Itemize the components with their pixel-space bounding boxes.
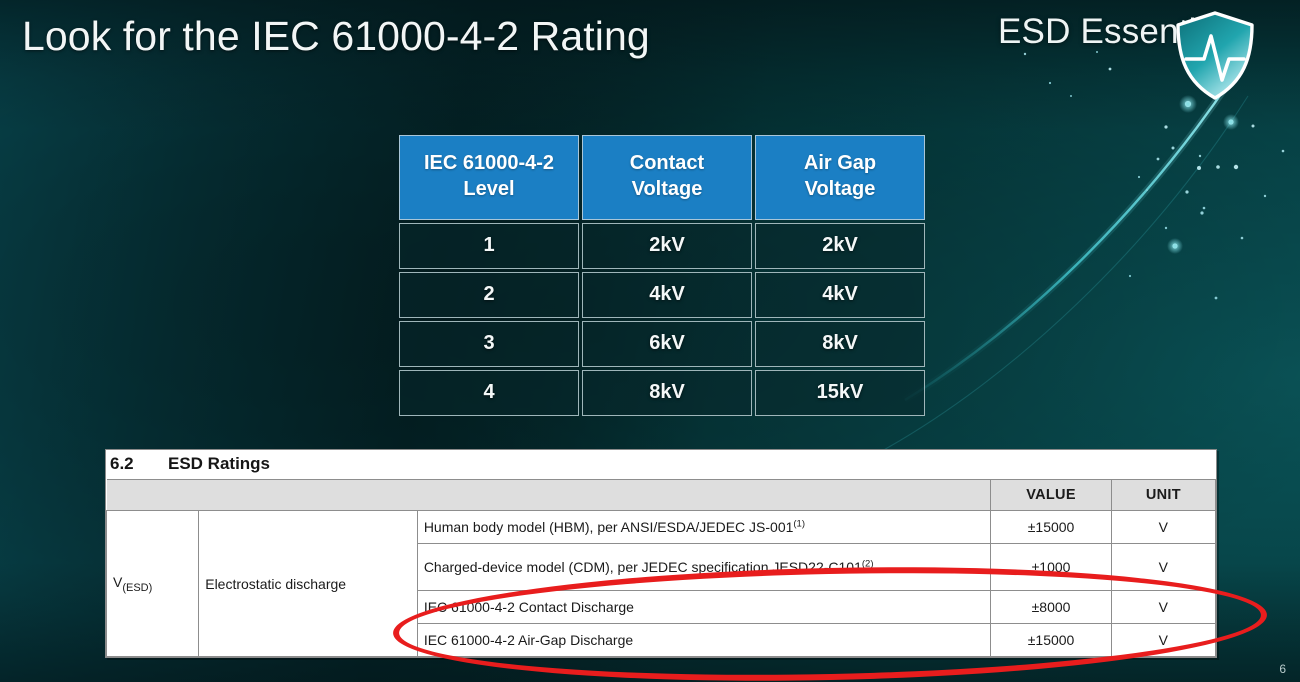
table-row: V(ESD) Electrostatic discharge Human bod… (105, 510, 1217, 657)
footnote-marker: (2) (861, 558, 874, 570)
cell-airgap: 8kV (755, 320, 925, 367)
cell-unit: V (1110, 543, 1217, 591)
condition-text: Human body model (HBM), per ANSI/ESDA/JE… (423, 518, 794, 535)
column-header-value: VALUE (990, 479, 1112, 511)
column-header-air-gap-voltage: Air Gap Voltage (755, 135, 925, 220)
cell-condition: IEC 61000-4-2 Contact Discharge (416, 590, 992, 624)
cell-contact: 4kV (582, 271, 752, 318)
cell-contact: 2kV (582, 222, 752, 269)
cell-contact: 6kV (582, 320, 752, 367)
cell-value: ±15000 (990, 623, 1112, 657)
header-line: Air Gap (803, 152, 877, 174)
table-header-row: IEC 61000-4-2 Level Contact Voltage Air … (399, 135, 925, 220)
esd-ratings-table: VALUE UNIT V(ESD) Electrostatic discharg… (105, 479, 1217, 657)
cell-value: ±15000 (990, 510, 1112, 544)
datasheet-section-heading: 6.2 ESD Ratings (106, 450, 1216, 479)
symbol-subscript: (ESD) (122, 581, 153, 594)
table-row: 2 4kV 4kV (399, 271, 925, 318)
table-row: 1 2kV 2kV (399, 222, 925, 269)
page-title: Look for the IEC 61000-4-2 Rating (22, 13, 650, 59)
cell-unit: V (1110, 590, 1217, 624)
header-line: Voltage (631, 178, 703, 201)
cell-value: ±8000 (990, 590, 1112, 624)
cell-airgap: 15kV (755, 369, 925, 416)
page-number: 6 (1279, 662, 1286, 676)
cell-value: ±1000 (990, 543, 1112, 591)
section-title: ESD Ratings (168, 454, 271, 473)
cell-level: 4 (399, 369, 579, 416)
datasheet-excerpt: 6.2 ESD Ratings VALUE UNIT V(ESD) Electro… (105, 449, 1217, 658)
column-header-level: IEC 61000-4-2 Level (399, 135, 579, 220)
cell-symbol: V(ESD) (105, 510, 200, 657)
symbol-base: V (113, 573, 123, 590)
cell-condition: Human body model (HBM), per ANSI/ESDA/JE… (416, 510, 992, 544)
cell-condition: IEC 61000-4-2 Air-Gap Discharge (416, 623, 992, 657)
shield-pulse-icon (1176, 11, 1254, 100)
header-line: IEC 61000-4-2 (423, 152, 555, 174)
brand-label: ESD Essentials (998, 11, 1254, 100)
cell-contact: 8kV (582, 369, 752, 416)
table-header-row: VALUE UNIT (106, 479, 1217, 511)
cell-parameter: Electrostatic discharge (198, 510, 418, 657)
column-header-blank (106, 479, 992, 511)
cell-condition: Charged-device model (CDM), per JEDEC sp… (416, 543, 992, 591)
header-line: Contact (629, 152, 705, 174)
table-row: 4 8kV 15kV (399, 369, 925, 416)
cell-unit: V (1110, 510, 1217, 544)
cell-level: 1 (399, 222, 579, 269)
header-line: Level (463, 178, 515, 201)
cell-unit: V (1110, 623, 1217, 657)
column-header-contact-voltage: Contact Voltage (582, 135, 752, 220)
column-header-unit: UNIT (1110, 479, 1217, 511)
cell-airgap: 2kV (755, 222, 925, 269)
table-row: 3 6kV 8kV (399, 320, 925, 367)
table-row: IEC 61000-4-2 Air-Gap Discharge ±15000 V (107, 623, 1217, 657)
cell-airgap: 4kV (755, 271, 925, 318)
condition-text: Charged-device model (CDM), per JEDEC sp… (423, 558, 862, 575)
footnote-marker: (1) (793, 518, 806, 530)
iec-level-table: IEC 61000-4-2 Level Contact Voltage Air … (396, 132, 928, 419)
header-line: Voltage (804, 178, 876, 201)
section-number: 6.2 (110, 454, 134, 473)
cell-level: 2 (399, 271, 579, 318)
cell-level: 3 (399, 320, 579, 367)
table-row: Charged-device model (CDM), per JEDEC sp… (107, 543, 1217, 591)
